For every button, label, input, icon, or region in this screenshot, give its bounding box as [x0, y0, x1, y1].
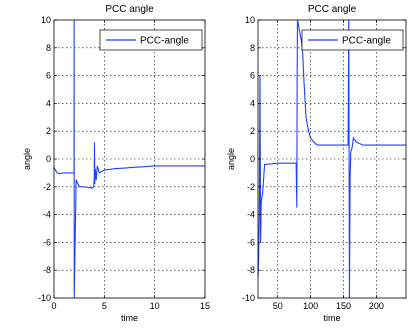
y-tick-label: 0	[46, 154, 51, 164]
chart-left: 0 5 10 15 -10 -8 -6 -4 -2 0 2 4 6 8 10 PCC angle time ang…	[22, 4, 210, 323]
legend: PCC-angle	[301, 29, 404, 51]
y-tick-label: -4	[43, 210, 51, 220]
chart-title: PCC angle	[308, 4, 357, 15]
y-tick-label: 6	[250, 71, 255, 81]
y-tick-label: 4	[250, 98, 255, 108]
y-tick-label: 4	[46, 98, 51, 108]
x-axis-label: time	[121, 313, 138, 323]
y-tick-label: 8	[250, 43, 255, 53]
chart-title: PCC angle	[105, 4, 154, 15]
series-line-pcc-angle	[257, 19, 406, 299]
y-tick-label: -2	[247, 182, 255, 192]
legend-label: PCC-angle	[140, 36, 189, 47]
y-tick-label: -6	[43, 237, 51, 247]
y-tick-label: -8	[247, 265, 255, 275]
y-tick-label: 10	[245, 15, 255, 25]
y-tick-label: 6	[46, 71, 51, 81]
y-tick-label: -10	[38, 293, 51, 303]
x-tick-label: 5	[102, 301, 107, 311]
legend-label: PCC-angle	[342, 36, 391, 47]
y-tick-label: -10	[242, 293, 255, 303]
x-tick-label: 15	[200, 301, 210, 311]
y-tick-label: 2	[46, 126, 51, 136]
y-tick-label: 8	[46, 43, 51, 53]
y-tick-label: -4	[247, 210, 255, 220]
x-tick-label: 100	[303, 301, 318, 311]
chart-right: 50 100 150 200 -10 -8 -6 -4 -2 0 2 4 6 8 10 PCC angle ti…	[226, 4, 407, 323]
y-tick-label: 10	[41, 15, 51, 25]
y-tick-label: -8	[43, 265, 51, 275]
y-tick-label: -2	[43, 182, 51, 192]
x-axis-label: time	[323, 313, 340, 323]
y-tick-label: -6	[247, 237, 255, 247]
y-axis-label: angle	[22, 148, 32, 170]
x-tick-label: 50	[273, 301, 283, 311]
legend-box	[99, 29, 203, 51]
x-tick-label: 150	[336, 301, 351, 311]
legend-box	[301, 29, 404, 51]
y-tick-label: 2	[250, 126, 255, 136]
x-tick-label: 200	[369, 301, 384, 311]
series-line-pcc-angle	[53, 19, 205, 299]
plot-area	[258, 20, 406, 298]
x-tick-label: 10	[150, 301, 160, 311]
x-tick-label: 0	[51, 301, 56, 311]
y-tick-label: 0	[250, 154, 255, 164]
legend: PCC-angle	[99, 29, 203, 51]
y-axis-label: angle	[226, 148, 236, 170]
